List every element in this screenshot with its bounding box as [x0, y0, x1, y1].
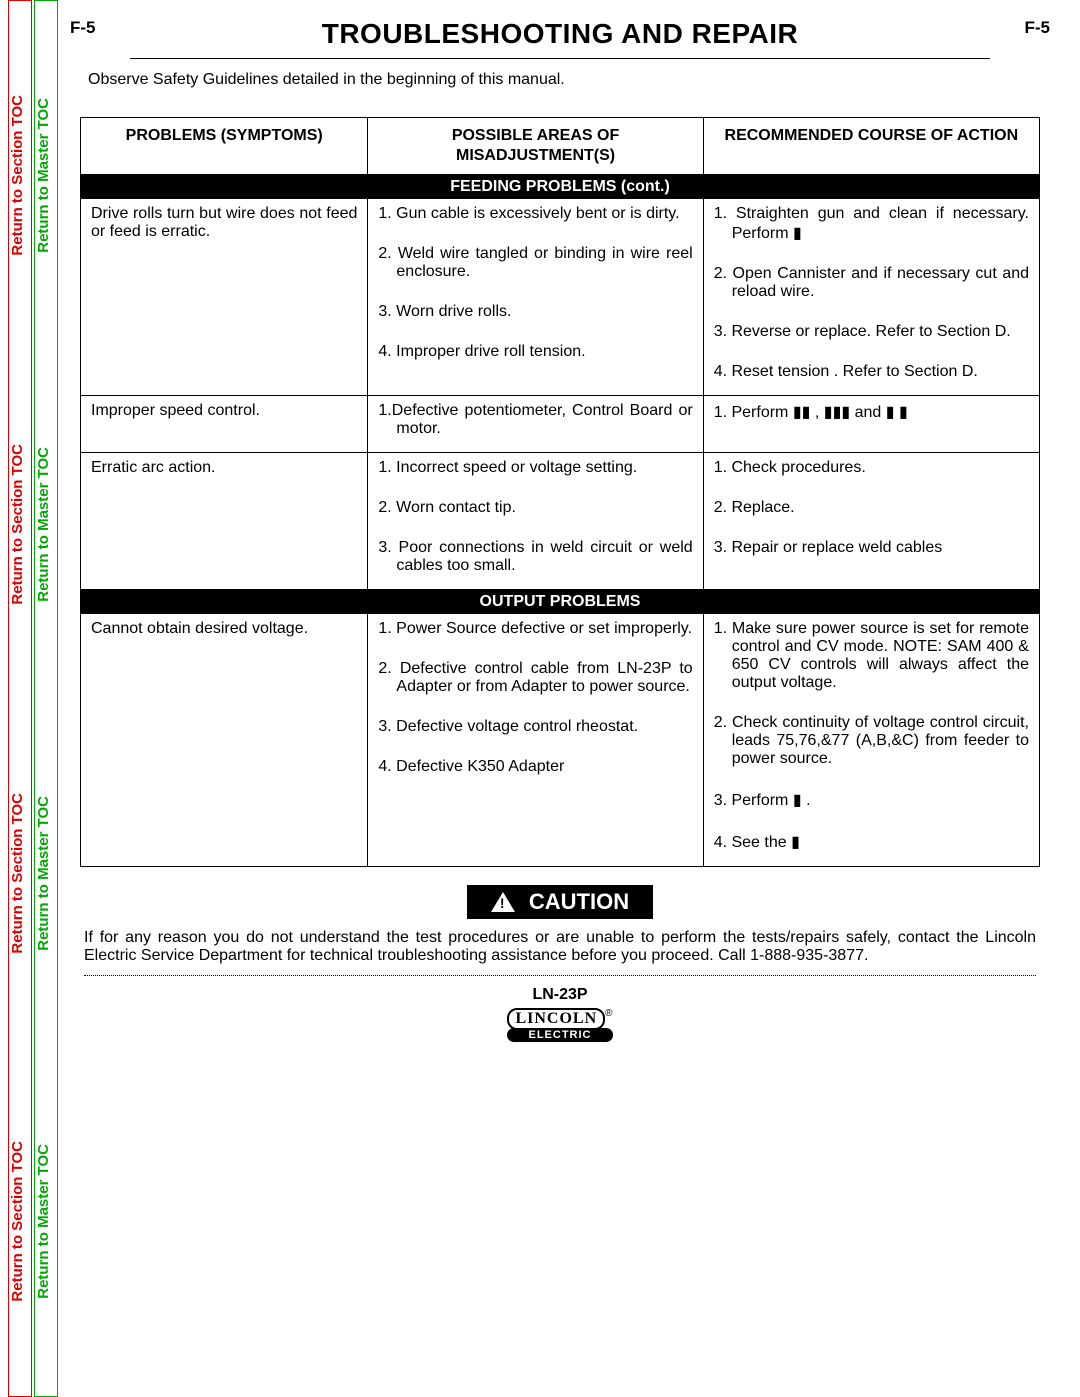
list-item: 1. Incorrect speed or voltage setting.	[378, 459, 692, 477]
footer-model: LN-23P	[70, 986, 1050, 1004]
section-toc-label: Return to Section TOC	[9, 1135, 31, 1308]
problem-cell: Erratic arc action.	[81, 453, 368, 589]
header-problems: PROBLEMS (SYMPTOMS)	[81, 118, 368, 174]
action-cell: 1. Check procedures. 2. Replace. 3. Repa…	[704, 453, 1039, 589]
master-toc-label: Return to Master TOC	[35, 790, 57, 957]
list-item: 1. Perform ▮▮ , ▮▮▮ and ▮ ▮	[714, 402, 1029, 422]
master-toc-label: Return to Master TOC	[35, 441, 57, 608]
page-label-right: F-5	[990, 18, 1050, 38]
troubleshooting-table: PROBLEMS (SYMPTOMS) POSSIBLE AREAS OF MI…	[80, 117, 1040, 867]
list-item: 4. Reset tension . Refer to Section D.	[714, 363, 1029, 381]
page-content: F-5 TROUBLESHOOTING AND REPAIR F-5 Obser…	[70, 18, 1050, 1043]
warning-icon	[491, 892, 515, 912]
page-title: TROUBLESHOOTING AND REPAIR	[130, 18, 990, 59]
action-cell: 1. Make sure power source is set for rem…	[704, 614, 1039, 866]
problem-cell: Cannot obtain desired voltage.	[81, 614, 368, 866]
list-item: 3. Repair or replace weld cables	[714, 539, 1029, 557]
list-item: 3. Worn drive rolls.	[378, 303, 692, 321]
page-header: F-5 TROUBLESHOOTING AND REPAIR F-5	[70, 18, 1050, 59]
misadjust-cell: 1. Power Source defective or set imprope…	[368, 614, 703, 866]
list-item: 1. Power Source defective or set imprope…	[378, 620, 692, 638]
problem-cell: Improper speed control.	[81, 396, 368, 452]
section-toc-label: Return to Section TOC	[9, 89, 31, 262]
caution-text: If for any reason you do not understand …	[84, 929, 1036, 965]
list-item: 2. Replace.	[714, 499, 1029, 517]
action-cell: 1. Straighten gun and clean if necessary…	[704, 199, 1039, 395]
table-header-row: PROBLEMS (SYMPTOMS) POSSIBLE AREAS OF MI…	[81, 118, 1039, 175]
section-toc-tab[interactable]: Return to Section TOC Return to Section …	[8, 0, 32, 1397]
list-item: 4. Improper drive roll tension.	[378, 343, 692, 361]
list-item: 3. Perform ▮ .	[714, 790, 1029, 810]
table-row: Erratic arc action. 1. Incorrect speed o…	[81, 453, 1039, 590]
misadjust-cell: 1. Gun cable is excessively bent or is d…	[368, 199, 703, 395]
list-item: 4. See the ▮	[714, 832, 1029, 852]
table-row: Improper speed control. 1.Defective pote…	[81, 396, 1039, 453]
list-item: 2. Worn contact tip.	[378, 499, 692, 517]
brand-bottom: ELECTRIC	[507, 1028, 612, 1042]
page-label-left: F-5	[70, 18, 130, 38]
list-item: 1. Gun cable is excessively bent or is d…	[378, 205, 692, 223]
list-item: 2. Open Cannister and if necessary cut a…	[714, 265, 1029, 301]
side-tabs: Return to Section TOC Return to Section …	[8, 0, 58, 1397]
list-item: 3. Defective voltage control rheostat.	[378, 718, 692, 736]
table-row: Drive rolls turn but wire does not feed …	[81, 199, 1039, 396]
list-item: 3. Reverse or replace. Refer to Section …	[714, 323, 1029, 341]
footer-divider	[84, 975, 1036, 976]
list-item: 2. Defective control cable from LN-23P t…	[378, 660, 692, 696]
list-item: 1.Defective potentiometer, Control Board…	[378, 402, 692, 438]
problem-cell: Drive rolls turn but wire does not feed …	[81, 199, 368, 395]
list-item: 1. Straighten gun and clean if necessary…	[714, 205, 1029, 243]
master-toc-label: Return to Master TOC	[35, 92, 57, 259]
list-item: 3. Poor connections in weld circuit or w…	[378, 539, 692, 575]
master-toc-label: Return to Master TOC	[35, 1138, 57, 1305]
misadjust-cell: 1. Incorrect speed or voltage setting. 2…	[368, 453, 703, 589]
list-item: 4. Defective K350 Adapter	[378, 758, 692, 776]
list-item: 2. Check continuity of voltage control c…	[714, 714, 1029, 768]
section-toc-label: Return to Section TOC	[9, 438, 31, 611]
section-feeding: FEEDING PROBLEMS (cont.)	[81, 175, 1039, 199]
caution-label: CAUTION	[529, 889, 629, 915]
section-toc-label: Return to Section TOC	[9, 787, 31, 960]
master-toc-tab[interactable]: Return to Master TOC Return to Master TO…	[34, 0, 58, 1397]
section-output: OUTPUT PROBLEMS	[81, 590, 1039, 614]
action-cell: 1. Perform ▮▮ , ▮▮▮ and ▮ ▮	[704, 396, 1039, 452]
list-item: 1. Check procedures.	[714, 459, 1029, 477]
misadjust-cell: 1.Defective potentiometer, Control Board…	[368, 396, 703, 452]
header-misadjust: POSSIBLE AREAS OF MISADJUSTMENT(S)	[368, 118, 703, 174]
list-item: 2. Weld wire tangled or binding in wire …	[378, 245, 692, 281]
caution-wrap: CAUTION	[70, 867, 1050, 929]
caution-bar: CAUTION	[467, 885, 653, 919]
brand-top: LINCOLN	[507, 1008, 605, 1030]
list-item: 1. Make sure power source is set for rem…	[714, 620, 1029, 692]
header-action: RECOMMENDED COURSE OF ACTION	[704, 118, 1039, 174]
brand-badge: LINCOLN® ELECTRIC	[507, 1008, 612, 1042]
table-row: Cannot obtain desired voltage. 1. Power …	[81, 614, 1039, 866]
footer: LN-23P LINCOLN® ELECTRIC	[70, 986, 1050, 1043]
safety-note: Observe Safety Guidelines detailed in th…	[88, 71, 1050, 89]
